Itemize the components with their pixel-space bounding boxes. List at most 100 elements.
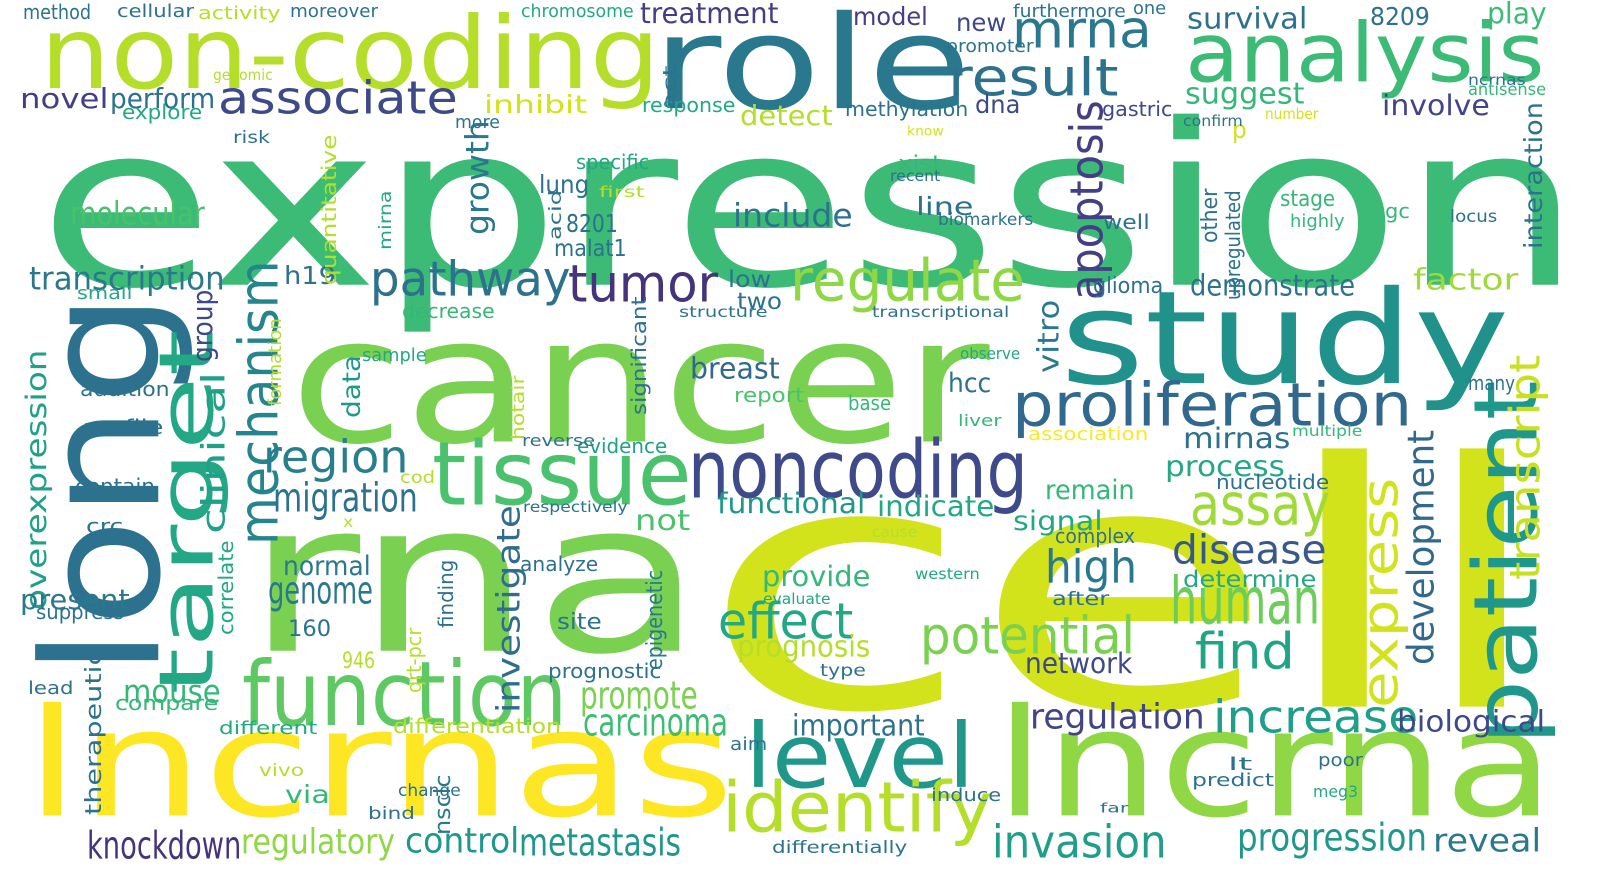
word-cloud-word: method: [23, 1, 92, 24]
word-cloud-word: remain: [1045, 476, 1135, 506]
word-cloud-word: not: [635, 504, 691, 537]
word-cloud-word: 946: [342, 649, 376, 674]
word-cloud-word: crc: [86, 515, 124, 538]
word-cloud-word: gc: [1385, 200, 1410, 223]
word-cloud-word: important: [792, 709, 925, 743]
word-cloud-word: model: [853, 3, 928, 32]
word-cloud-word: 8201: [566, 210, 618, 239]
word-cloud-word: noncoding: [688, 423, 1028, 517]
word-cloud-word: molecular: [70, 195, 205, 232]
word-cloud-word: highly: [1290, 211, 1345, 232]
word-cloud-word: mirnas: [1183, 422, 1291, 455]
word-cloud-word: many: [1468, 372, 1516, 395]
word-cloud-word: formation: [265, 318, 286, 406]
word-cloud-word: mirna: [376, 190, 396, 250]
word-cloud-word: regulation: [1030, 696, 1205, 737]
word-cloud-word: qrt-pcr: [403, 627, 426, 693]
word-cloud-word: perform: [110, 83, 216, 115]
word-cloud-word: upregulated: [1222, 190, 1245, 300]
word-cloud-word: moreover: [290, 1, 379, 22]
word-cloud-word: first: [599, 183, 645, 201]
word-cloud-word: signal: [1013, 507, 1103, 537]
word-cloud-word: suggest: [1185, 77, 1305, 111]
word-cloud-word: metastasis: [519, 821, 682, 865]
word-cloud-word: one: [1133, 0, 1167, 19]
word-cloud-word: genomic: [213, 66, 273, 84]
word-cloud-word: structure: [679, 303, 768, 321]
word-cloud-word: clinical: [195, 371, 232, 534]
word-cloud-word: sample: [362, 345, 427, 366]
word-cloud-word: 8209: [1370, 3, 1430, 32]
word-cloud-word: cod: [400, 468, 436, 488]
word-cloud-word: x: [343, 513, 354, 531]
word-cloud-word: type: [820, 661, 866, 681]
word-cloud-word: other: [1198, 188, 1223, 243]
word-cloud-word: chromosome: [521, 1, 634, 22]
word-cloud-word: transcription: [29, 260, 225, 297]
word-cloud-word: profile: [83, 416, 164, 439]
word-cloud-word: function: [242, 642, 568, 747]
word-cloud-word: hcc: [948, 369, 992, 399]
word-cloud-word: antisense: [1468, 80, 1547, 100]
word-cloud-word: ncrnas: [1468, 71, 1526, 89]
word-cloud-word: number: [1265, 105, 1319, 123]
word-cloud-word: specific: [576, 151, 650, 174]
word-cloud-word: lncrna: [995, 677, 1555, 852]
word-cloud-word: detect: [740, 100, 833, 132]
word-cloud-word: activity: [198, 3, 281, 24]
word-cloud-word: expression: [38, 75, 1583, 339]
word-cloud-word: region: [263, 431, 409, 484]
word-cloud-word: progression: [1237, 816, 1427, 860]
word-cloud-word: apoptosis: [1061, 100, 1114, 300]
word-cloud-word: differentially: [772, 838, 908, 858]
word-cloud-word: invasion: [992, 816, 1167, 869]
word-cloud-word: promote: [580, 674, 698, 718]
word-cloud-word: p: [1232, 116, 1247, 145]
word-cloud-word: methylation: [845, 98, 969, 121]
word-cloud-word: interaction: [1520, 102, 1549, 249]
word-cloud-word: therapeutic: [82, 649, 107, 815]
word-cloud-word: new: [956, 9, 1007, 38]
word-cloud-word: more: [455, 112, 500, 133]
word-cloud-word: find: [1195, 623, 1295, 681]
word-cloud-word: glioma: [1093, 274, 1164, 299]
word-cloud-word: different: [219, 718, 318, 739]
word-cloud-word: prognosis: [737, 630, 871, 664]
word-cloud-word: increase: [1213, 691, 1419, 744]
word-cloud-word: explore: [122, 101, 203, 124]
word-cloud-word: cellular: [117, 1, 195, 22]
word-cloud-word: rna: [245, 456, 705, 702]
word-cloud-word: analysis: [1185, 6, 1545, 102]
word-cloud-word: effect: [718, 593, 854, 651]
word-cloud-word: after: [1052, 587, 1110, 610]
word-cloud-word: functional: [717, 487, 866, 520]
word-cloud-word: reveal: [1433, 822, 1542, 859]
word-cloud-word: control: [405, 820, 520, 861]
word-cloud-word: involve: [1382, 89, 1490, 122]
word-cloud-word: liver: [958, 411, 1002, 430]
word-cloud-word: role: [652, 0, 972, 140]
word-cloud-word: investigate: [490, 505, 527, 713]
word-cloud-word: cell: [700, 392, 1551, 788]
word-cloud-word: base: [848, 392, 892, 415]
word-cloud-word: via: [285, 781, 330, 810]
word-cloud-word: small: [77, 283, 133, 304]
word-cloud-word: migration: [273, 474, 418, 521]
word-cloud-word: low: [728, 266, 772, 293]
word-cloud-word: observe: [960, 344, 1021, 363]
word-cloud-word: meg3: [1313, 782, 1359, 801]
word-cloud-word: epigenetic: [643, 569, 668, 670]
word-cloud-word: reverse: [522, 431, 596, 450]
word-cloud-word: acid: [546, 189, 566, 240]
word-cloud-word: nucleotide: [1216, 471, 1330, 494]
word-cloud-word: human: [1170, 564, 1321, 640]
word-cloud-word: indicate: [877, 490, 995, 523]
word-cloud-word: inhibit: [484, 91, 588, 120]
word-cloud-word: lncrnas: [25, 677, 735, 852]
word-cloud-word: breast: [690, 352, 780, 386]
word-cloud-word: furthermore: [1013, 1, 1126, 22]
word-cloud-word: act: [660, 65, 680, 110]
word-cloud-word: group: [187, 289, 219, 362]
word-cloud-word: normal: [283, 552, 371, 582]
word-cloud-word: provide: [762, 560, 871, 593]
